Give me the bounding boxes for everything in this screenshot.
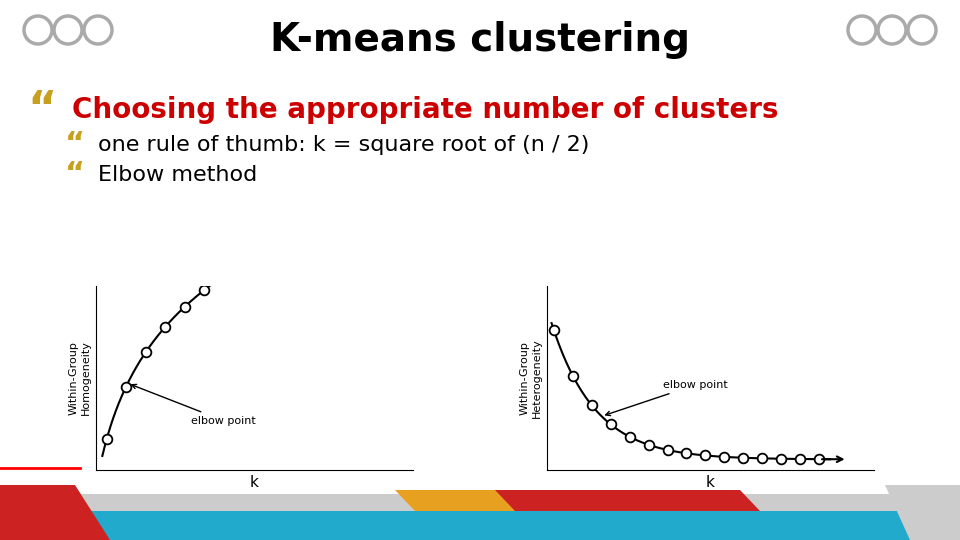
Y-axis label: Within-Group
Homogeneity: Within-Group Homogeneity xyxy=(69,341,90,415)
Polygon shape xyxy=(0,485,110,540)
Text: Elbow method: Elbow method xyxy=(98,165,257,185)
Polygon shape xyxy=(885,485,960,540)
Polygon shape xyxy=(395,490,520,511)
Text: “: “ xyxy=(65,160,85,190)
Text: elbow point: elbow point xyxy=(132,384,255,426)
Text: one rule of thumb: k = square root of (n / 2): one rule of thumb: k = square root of (n… xyxy=(98,135,589,155)
Y-axis label: Within-Group
Heterogeneity: Within-Group Heterogeneity xyxy=(520,338,541,418)
Polygon shape xyxy=(0,510,960,540)
X-axis label: k: k xyxy=(706,475,715,490)
X-axis label: k: k xyxy=(250,475,259,490)
Polygon shape xyxy=(495,490,760,511)
Text: K-means clustering: K-means clustering xyxy=(270,21,690,59)
Text: elbow point: elbow point xyxy=(606,380,728,416)
Text: Choosing the appropriate number of clusters: Choosing the appropriate number of clust… xyxy=(72,96,779,124)
Polygon shape xyxy=(0,494,960,511)
Text: “: “ xyxy=(65,131,85,159)
Text: “: “ xyxy=(28,89,57,132)
